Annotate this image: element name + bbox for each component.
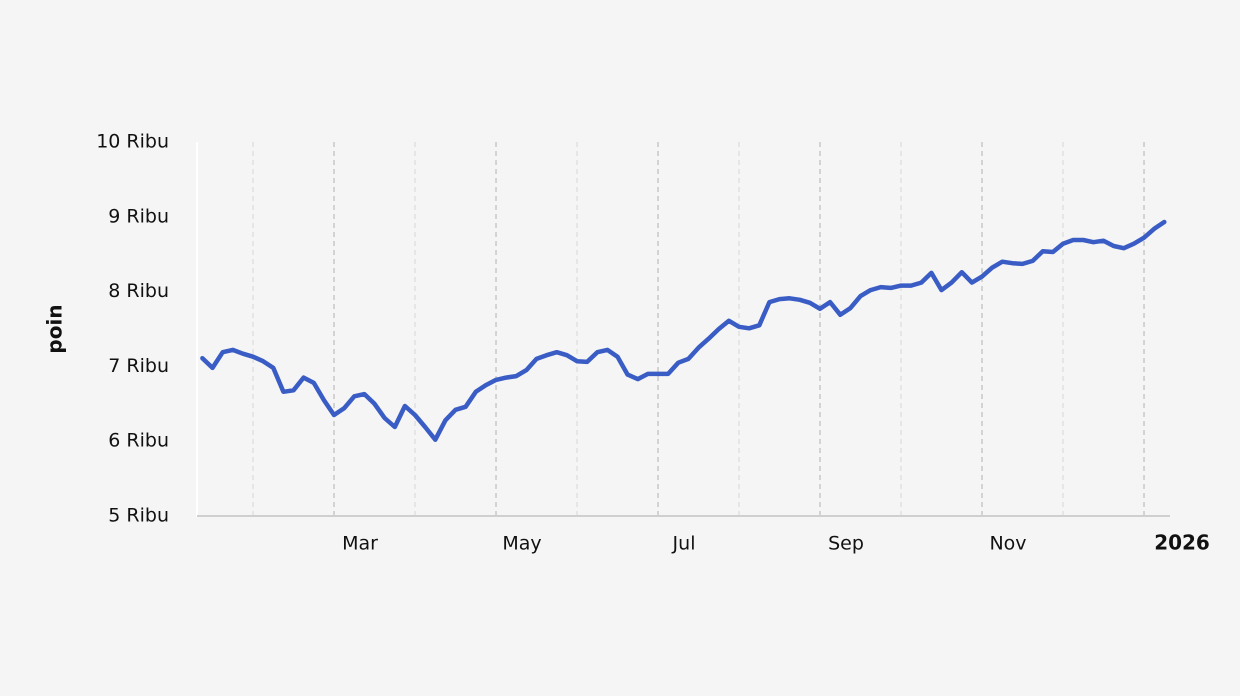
- x-tick-label: Sep: [828, 533, 864, 555]
- y-tick-label: 10 Ribu: [96, 131, 169, 153]
- y-tick-label: 9 Ribu: [108, 205, 169, 227]
- y-tick-label: 6 Ribu: [108, 430, 169, 452]
- x-tick-label: Nov: [989, 533, 1026, 555]
- line-series: [200, 219, 1167, 442]
- x-tick-label: May: [502, 533, 541, 555]
- y-axis-label: poin: [43, 304, 67, 353]
- x-tick-label: Mar: [342, 533, 378, 555]
- x-tick-label: 2026: [1154, 531, 1210, 555]
- x-tick-label: Jul: [672, 533, 696, 555]
- y-tick-label: 8 Ribu: [108, 280, 169, 302]
- y-tick-label: 7 Ribu: [108, 355, 169, 377]
- y-tick-label: 5 Ribu: [108, 505, 169, 527]
